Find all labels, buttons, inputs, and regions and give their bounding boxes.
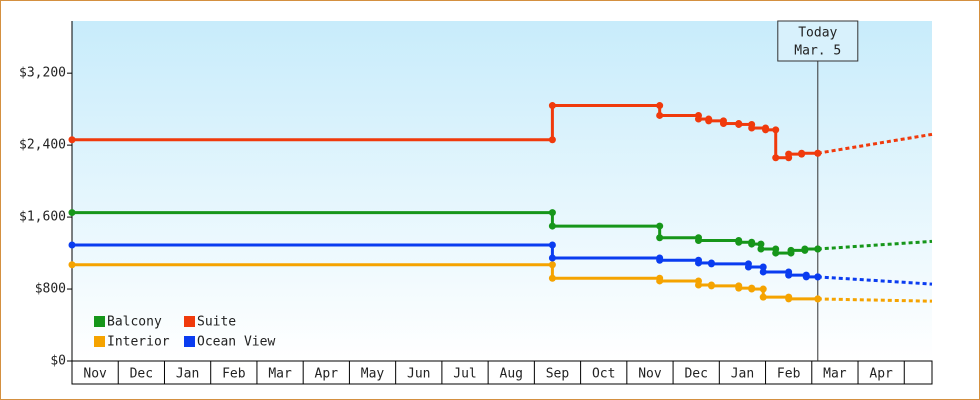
x-tick-label: Jun <box>407 367 430 382</box>
x-tick-label: Nov <box>638 367 662 382</box>
plot-background <box>72 21 932 361</box>
point <box>68 241 76 249</box>
y-tick-label: $0 <box>50 354 66 369</box>
point <box>548 222 556 230</box>
point <box>802 273 810 281</box>
point <box>68 261 76 269</box>
legend-label: Ocean View <box>197 335 275 350</box>
forecast-line <box>817 275 933 286</box>
x-tick-label: Nov <box>83 367 107 382</box>
point <box>801 245 809 253</box>
point <box>798 149 806 157</box>
legend-swatch <box>184 336 195 347</box>
today-date: Mar. 5 <box>794 44 841 59</box>
point <box>695 259 703 267</box>
x-tick-label: Apr <box>869 367 893 382</box>
x-tick-label: Feb <box>222 367 246 382</box>
forecast-line <box>817 132 933 155</box>
point <box>719 120 727 128</box>
legend-swatch <box>94 336 105 347</box>
x-tick-label: Aug <box>500 367 523 382</box>
x-tick-label: Jan <box>176 367 199 382</box>
y-tick-label: $1,600 <box>19 210 66 225</box>
x-tick-label: Mar <box>268 367 292 382</box>
forecast-line <box>817 239 933 251</box>
point <box>548 274 556 282</box>
point <box>548 209 556 217</box>
point <box>748 240 756 248</box>
point <box>744 263 752 271</box>
x-tick-label: Oct <box>592 367 615 382</box>
point <box>548 102 556 110</box>
point <box>748 124 756 132</box>
point <box>695 115 703 123</box>
point <box>68 136 76 144</box>
x-tick-label: Mar <box>823 367 847 382</box>
point <box>707 260 715 268</box>
y-tick-label: $800 <box>35 282 66 297</box>
point <box>759 293 767 301</box>
point <box>656 277 664 285</box>
x-tick-label: Dec <box>684 367 707 382</box>
point <box>785 271 793 279</box>
point <box>735 120 743 128</box>
point <box>548 241 556 249</box>
point <box>695 236 703 244</box>
legend-label: Interior <box>107 335 170 350</box>
today-box <box>777 20 859 62</box>
point <box>787 246 795 254</box>
point <box>762 126 770 134</box>
legend-swatch <box>184 316 195 327</box>
y-tick-label: $3,200 <box>19 66 66 81</box>
x-tick-label: Dec <box>130 367 153 382</box>
point <box>748 285 756 293</box>
point <box>68 209 76 217</box>
point <box>656 256 664 264</box>
point <box>785 150 793 158</box>
legend-label: Suite <box>197 315 236 330</box>
plot: $0 $800 $1,600 $2,400 $3,200 Nov Dec Jan Feb Mar A… <box>19 20 933 385</box>
point <box>735 238 743 246</box>
point <box>735 284 743 292</box>
point <box>772 154 780 162</box>
x-tick-label: May <box>361 367 385 382</box>
point <box>759 263 767 271</box>
point <box>656 111 664 119</box>
point <box>705 117 713 125</box>
point <box>548 136 556 144</box>
point <box>772 126 780 134</box>
x-tick-label: Sep <box>546 367 570 382</box>
point <box>656 222 664 230</box>
point <box>548 261 556 269</box>
x-tick-label: Jan <box>731 367 754 382</box>
point <box>759 285 767 293</box>
point <box>548 254 556 262</box>
point <box>772 249 780 257</box>
point <box>757 240 765 248</box>
y-tick-label: $2,400 <box>19 138 66 153</box>
legend-label: Balcony <box>107 315 162 330</box>
point <box>656 102 664 110</box>
point <box>757 245 765 253</box>
point <box>759 268 767 276</box>
point <box>695 281 703 289</box>
x-tick-label: Feb <box>777 367 801 382</box>
today-title: Today <box>798 26 837 41</box>
legend-swatch <box>94 316 105 327</box>
point <box>707 282 715 290</box>
point <box>785 295 793 303</box>
x-tick-label: Jul <box>453 367 476 382</box>
point <box>656 234 664 242</box>
forecast-line <box>817 297 933 303</box>
x-tick-label: Apr <box>315 367 339 382</box>
